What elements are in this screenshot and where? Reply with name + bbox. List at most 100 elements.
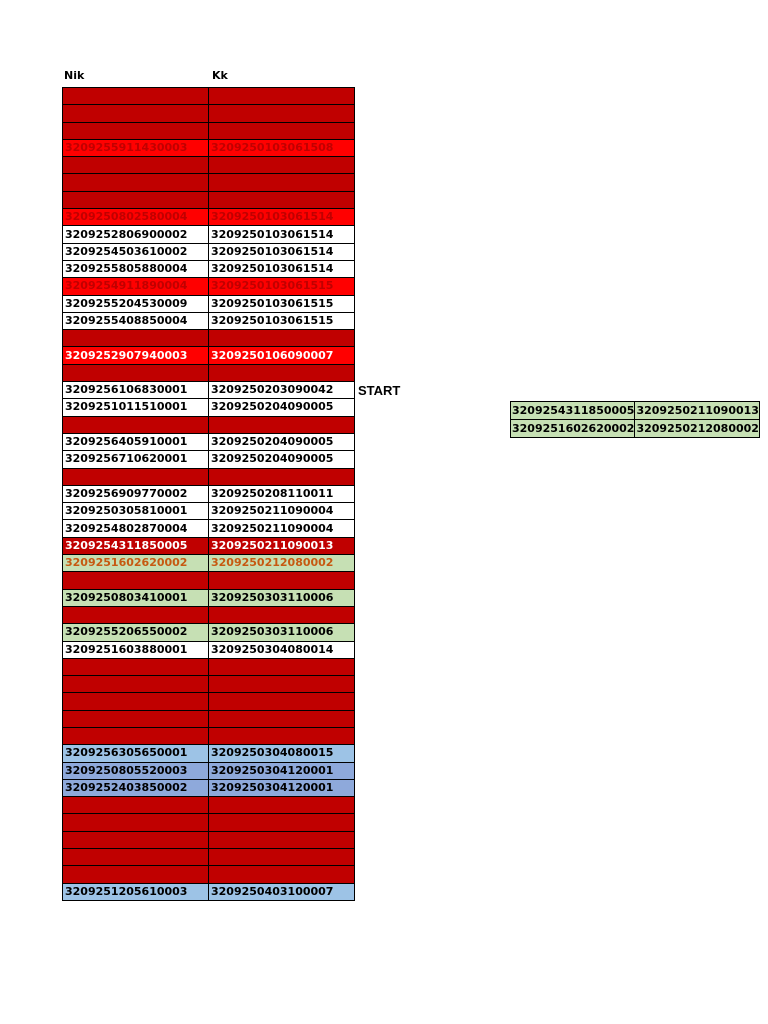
nik-cell[interactable]: 3209256106830001: [62, 381, 209, 400]
kk-cell[interactable]: 3209250304080014: [208, 675, 355, 694]
nik-cell[interactable]: 3209251403710001: [62, 363, 209, 383]
kk-cell[interactable]: 3209250304080015: [208, 744, 355, 763]
nik-cell[interactable]: 3209256305650001: [62, 744, 209, 763]
kk-cell[interactable]: 3209250203090042: [208, 363, 355, 383]
kk-cell[interactable]: 3209250103061515: [208, 277, 355, 296]
kk-cell[interactable]: 3209250212080002: [208, 554, 355, 573]
nik-cell[interactable]: 3209256210820002: [62, 813, 209, 832]
nik-cell[interactable]: 3209255805880004: [62, 259, 209, 279]
kk-cell[interactable]: 3209250103061508: [208, 138, 355, 158]
kk-cell[interactable]: 3209250306100030: [208, 796, 355, 815]
nik-cell[interactable]: 3209254503610002: [62, 242, 209, 261]
kk-cell[interactable]: 3209250303110006: [208, 605, 355, 625]
nik-cell[interactable]: 3209252503690003: [62, 467, 209, 486]
kk-cell[interactable]: 3209250304080014: [208, 657, 355, 677]
nik-cell[interactable]: 3209251603880001: [62, 640, 209, 659]
kk-cell[interactable]: 3209250304120001: [208, 778, 355, 798]
kk-cell[interactable]: 3209250303110006: [208, 623, 355, 642]
kk-cell[interactable]: 3209250103061511: [208, 156, 355, 175]
nik-cell[interactable]: 3209254311850005: [62, 536, 209, 556]
nik-cell[interactable]: 3209251011510001: [62, 398, 209, 417]
kk-cell[interactable]: 3209250103061515: [208, 294, 355, 313]
nik-cell[interactable]: 3209256709700002: [62, 121, 209, 140]
kk-cell[interactable]: 3209250103061507: [208, 104, 355, 123]
nik-cell[interactable]: 3209252110680001: [62, 657, 209, 677]
nik-cell[interactable]: 3209254908910002: [62, 104, 209, 123]
kk-cell[interactable]: 3209250304080015: [208, 709, 355, 728]
kk-cell[interactable]: 3209250204090005: [208, 450, 355, 469]
kk-cell[interactable]: 3209250103061511: [208, 173, 355, 192]
kk-cell[interactable]: 3209250103061515: [208, 311, 355, 331]
kk-cell[interactable]: 3209250303110006: [208, 588, 355, 607]
nik-cell[interactable]: 3209251205610003: [62, 882, 209, 901]
nik-cell[interactable]: 3209255012930002: [62, 726, 209, 746]
nik-cell[interactable]: 3209256909770002: [62, 484, 209, 504]
nik-cell[interactable]: 3209250108900004: [62, 865, 209, 884]
nik-cell[interactable]: 3209255911430003: [62, 138, 209, 158]
kk-cell[interactable]: 3209250103061507: [208, 86, 355, 106]
kk-cell[interactable]: 3209250103061514: [208, 259, 355, 279]
kk-cell[interactable]: 3209250211090004: [208, 519, 355, 538]
kk-cell[interactable]: 3209250306100030: [208, 813, 355, 832]
nik-cell[interactable]: 3209252806900002: [62, 225, 209, 244]
kk-cell[interactable]: 3209250203090042: [208, 381, 355, 400]
nik-cell[interactable]: 3209252705810002: [62, 796, 209, 815]
table-row: 3209256405910001 3209250204090005: [62, 432, 355, 452]
nik-cell[interactable]: 3209252411680004: [62, 86, 209, 106]
kk-cell[interactable]: 3209250403100007: [208, 882, 355, 901]
nik-cell[interactable]: 3209250305810001: [62, 502, 209, 521]
nik-cell[interactable]: 3209254911890004: [62, 277, 209, 296]
kk-cell[interactable]: 3209250312090010: [208, 830, 355, 850]
kk-cell[interactable]: 3209250304120001: [208, 761, 355, 780]
kk-cell[interactable]: 3209250211090013: [208, 536, 355, 556]
kk-cell[interactable]: 3209250304080015: [208, 726, 355, 746]
kk-cell[interactable]: 3209250204090005: [208, 415, 355, 434]
nik-cell[interactable]: 3209251106630001: [62, 709, 209, 728]
nik-cell[interactable]: 3209255408850004: [62, 311, 209, 331]
side-nik-cell[interactable]: 3209251602620002: [509, 419, 636, 438]
table-row: 3209256305650001 3209250304080015: [62, 744, 355, 763]
nik-cell[interactable]: 3209250802580004: [62, 208, 209, 227]
kk-cell[interactable]: 3209250103061507: [208, 121, 355, 140]
side-nik-cell[interactable]: 3209254311850005: [509, 401, 636, 420]
nik-cell[interactable]: 3209252907940003: [62, 346, 209, 365]
kk-cell[interactable]: 3209250304080014: [208, 640, 355, 659]
kk-cell[interactable]: 3209250103061511: [208, 190, 355, 210]
side-kk-cell[interactable]: 3209250211090013: [634, 401, 760, 420]
nik-cell[interactable]: 3209254112420001: [62, 415, 209, 434]
kk-cell[interactable]: 3209250212080002: [208, 571, 355, 590]
kk-cell[interactable]: 3209250204090005: [208, 432, 355, 452]
nik-cell[interactable]: 3209256107750002: [62, 190, 209, 210]
side-kk-cell[interactable]: 3209250212080002: [634, 419, 760, 438]
kk-cell[interactable]: 3209250103061515: [208, 329, 355, 348]
nik-cell[interactable]: 3209252005880008: [62, 605, 209, 625]
nik-cell[interactable]: 3209255206550002: [62, 623, 209, 642]
nik-cell[interactable]: 3209252403850002: [62, 778, 209, 798]
kk-cell[interactable]: 3209250401110010: [208, 848, 355, 867]
kk-cell[interactable]: 3209250304080015: [208, 692, 355, 711]
nik-cell[interactable]: 3209254712720001: [62, 675, 209, 694]
kk-cell[interactable]: 3209250106090007: [208, 346, 355, 365]
nik-cell[interactable]: 3209255204530009: [62, 294, 209, 313]
nik-cell[interactable]: 3209250501880001: [62, 692, 209, 711]
nik-cell[interactable]: 3209254802870004: [62, 519, 209, 538]
nik-cell[interactable]: 3209256405910001: [62, 432, 209, 452]
nik-cell[interactable]: 3209251606790001: [62, 848, 209, 867]
kk-cell[interactable]: 3209250103061514: [208, 208, 355, 227]
kk-cell[interactable]: 3209250403100007: [208, 865, 355, 884]
kk-cell[interactable]: 3209250208110011: [208, 484, 355, 504]
nik-cell[interactable]: 3209256502710006: [62, 329, 209, 348]
kk-cell[interactable]: 3209250204090005: [208, 398, 355, 417]
nik-cell[interactable]: 3209250803410001: [62, 588, 209, 607]
kk-cell[interactable]: 3209250103061514: [208, 225, 355, 244]
kk-cell[interactable]: 3209250208110011: [208, 467, 355, 486]
nik-cell[interactable]: 3209252312910005: [62, 830, 209, 850]
nik-cell[interactable]: 3209256710620001: [62, 450, 209, 469]
nik-cell[interactable]: 3209256403660002: [62, 571, 209, 590]
nik-cell[interactable]: 3209251602620002: [62, 554, 209, 573]
kk-cell[interactable]: 3209250103061514: [208, 242, 355, 261]
nik-cell[interactable]: 3209254805930002: [62, 173, 209, 192]
nik-cell[interactable]: 3209250805520003: [62, 761, 209, 780]
kk-cell[interactable]: 3209250211090004: [208, 502, 355, 521]
nik-cell[interactable]: 3209250311680002: [62, 156, 209, 175]
